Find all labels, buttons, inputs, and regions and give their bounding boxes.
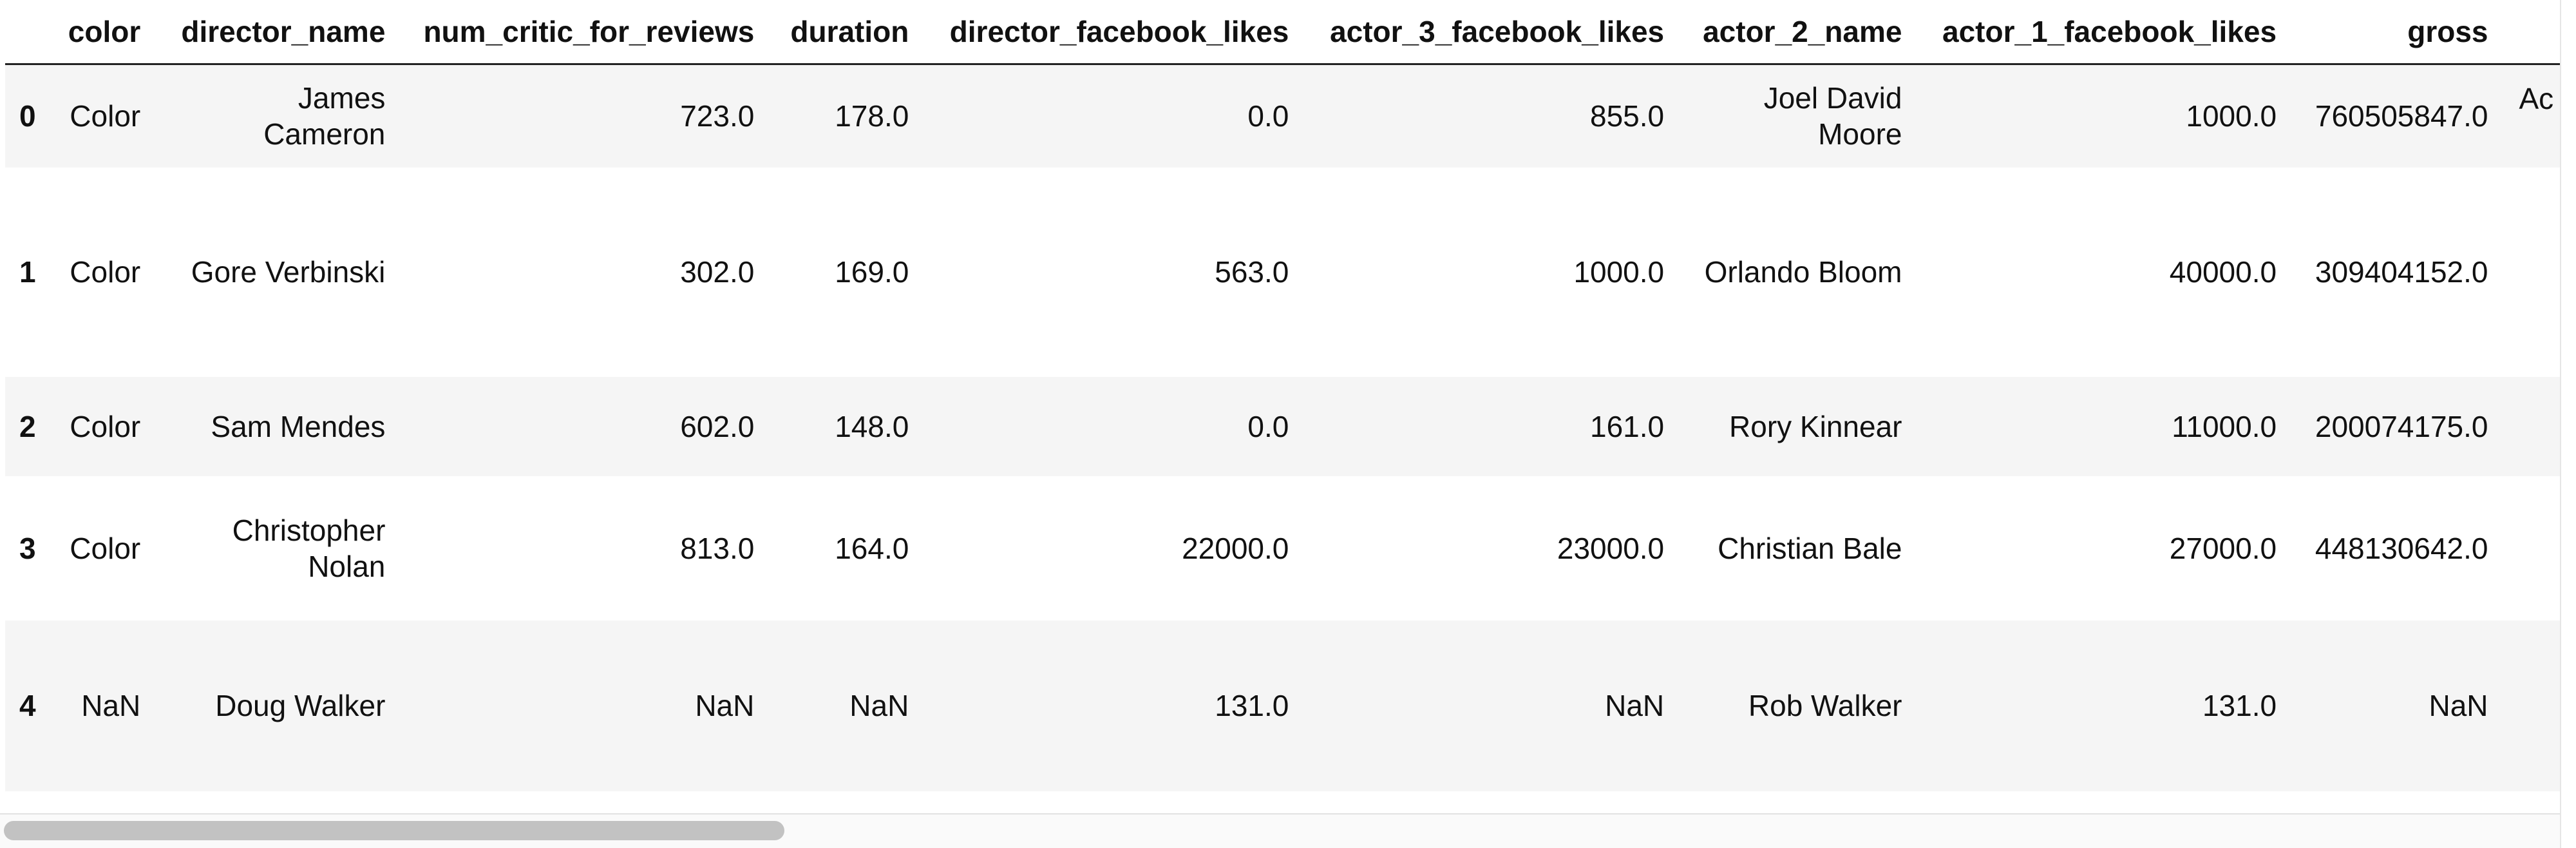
table-cell: James Cameron xyxy=(263,81,386,151)
table-cell: 164.0 xyxy=(835,531,909,565)
column-header-cut xyxy=(2506,0,2560,65)
table-cell: 302.0 xyxy=(680,255,755,289)
table-cell: 1000.0 xyxy=(2186,99,2277,133)
table-cell: NaN xyxy=(695,689,755,722)
table-cell: NaN xyxy=(849,689,909,722)
table-viewport[interactable]: color director_name num_critic_for_revie… xyxy=(0,0,2560,813)
table-cell: 200074175.0 xyxy=(2315,409,2488,443)
column-header: num_critic_for_reviews xyxy=(403,0,773,65)
table-cell: 169.0 xyxy=(835,255,909,289)
table-cell: 0.0 xyxy=(1247,409,1289,443)
row-index: 1 xyxy=(19,255,36,289)
column-header: gross xyxy=(2295,0,2506,65)
table-cell: Joel David Moore xyxy=(1763,81,1902,151)
column-header: duration xyxy=(772,0,927,65)
column-header: director_name xyxy=(158,0,404,65)
panel-edge xyxy=(2560,0,2576,848)
table-row: 2 Color Sam Mendes 602.0 148.0 0.0 161.0… xyxy=(5,376,2561,476)
table-cell: Christopher Nolan xyxy=(232,513,386,583)
table-cell: Color xyxy=(70,531,141,565)
column-header: actor_2_name xyxy=(1682,0,1920,65)
table-row: 0 Color James Cameron 723.0 178.0 0.0 85… xyxy=(5,64,2560,168)
table-cell: Color xyxy=(70,409,141,443)
header-row: color director_name num_critic_for_revie… xyxy=(5,0,2560,65)
table-cell-cut xyxy=(2506,476,2561,621)
row-index: 3 xyxy=(19,531,36,565)
table-cell: Gore Verbinski xyxy=(191,255,386,289)
table-cell: 760505847.0 xyxy=(2315,99,2488,133)
table-cell: 563.0 xyxy=(1215,255,1289,289)
row-index: 4 xyxy=(19,689,36,722)
table-cell: 602.0 xyxy=(680,409,755,443)
table-cell: 131.0 xyxy=(2202,689,2277,722)
table-cell-cut: Ac xyxy=(2519,82,2554,115)
table-cell: Rory Kinnear xyxy=(1729,409,1902,443)
table-cell: NaN xyxy=(81,689,141,722)
column-header: actor_3_facebook_likes xyxy=(1307,0,1683,65)
table-cell-cut xyxy=(2506,621,2561,791)
table-cell: 178.0 xyxy=(835,99,909,133)
table-cell: 23000.0 xyxy=(1557,531,1665,565)
row-index: 0 xyxy=(19,99,36,133)
table-row: 4 NaN Doug Walker NaN NaN 131.0 NaN Rob … xyxy=(5,620,2561,791)
table-cell: NaN xyxy=(1605,689,1665,722)
table-cell-cut xyxy=(2506,168,2561,377)
table-cell: 309404152.0 xyxy=(2315,255,2488,289)
table-cell: 0.0 xyxy=(1247,99,1289,133)
column-header: color xyxy=(50,0,159,65)
index-header xyxy=(5,0,50,65)
table-cell: 813.0 xyxy=(680,531,755,565)
table-cell: 11000.0 xyxy=(2172,409,2277,443)
table-cell: Color xyxy=(70,99,141,133)
table-cell: 448130642.0 xyxy=(2315,531,2488,565)
table-cell: Color xyxy=(70,255,141,289)
row-index: 2 xyxy=(19,409,36,443)
table-cell: 27000.0 xyxy=(2169,531,2277,565)
table-cell: 723.0 xyxy=(680,99,755,133)
table-cell: 40000.0 xyxy=(2169,255,2277,289)
column-header: actor_1_facebook_likes xyxy=(1920,0,2295,65)
table-cell: 22000.0 xyxy=(1182,531,1289,565)
table-cell: Christian Bale xyxy=(1718,531,1902,565)
column-header: director_facebook_likes xyxy=(927,0,1307,65)
table-cell: 161.0 xyxy=(1590,409,1665,443)
table-row: 3 Color Christopher Nolan 813.0 164.0 22… xyxy=(5,476,2560,621)
table-cell: Sam Mendes xyxy=(211,409,386,443)
table-cell-cut xyxy=(2506,377,2561,476)
horizontal-scrollbar-thumb[interactable] xyxy=(4,821,784,840)
table-cell: Orlando Bloom xyxy=(1704,255,1902,289)
table-cell: 148.0 xyxy=(835,409,909,443)
table-row: 1 Color Gore Verbinski 302.0 169.0 563.0… xyxy=(5,167,2561,377)
table-cell: 1000.0 xyxy=(1573,255,1665,289)
table-cell: 855.0 xyxy=(1590,99,1665,133)
table-cell: NaN xyxy=(2429,689,2488,722)
table-cell: Rob Walker xyxy=(1748,689,1902,722)
dataframe-table: color director_name num_critic_for_revie… xyxy=(5,0,2560,791)
table-cell: Doug Walker xyxy=(215,689,386,722)
table-cell: 131.0 xyxy=(1215,689,1289,722)
